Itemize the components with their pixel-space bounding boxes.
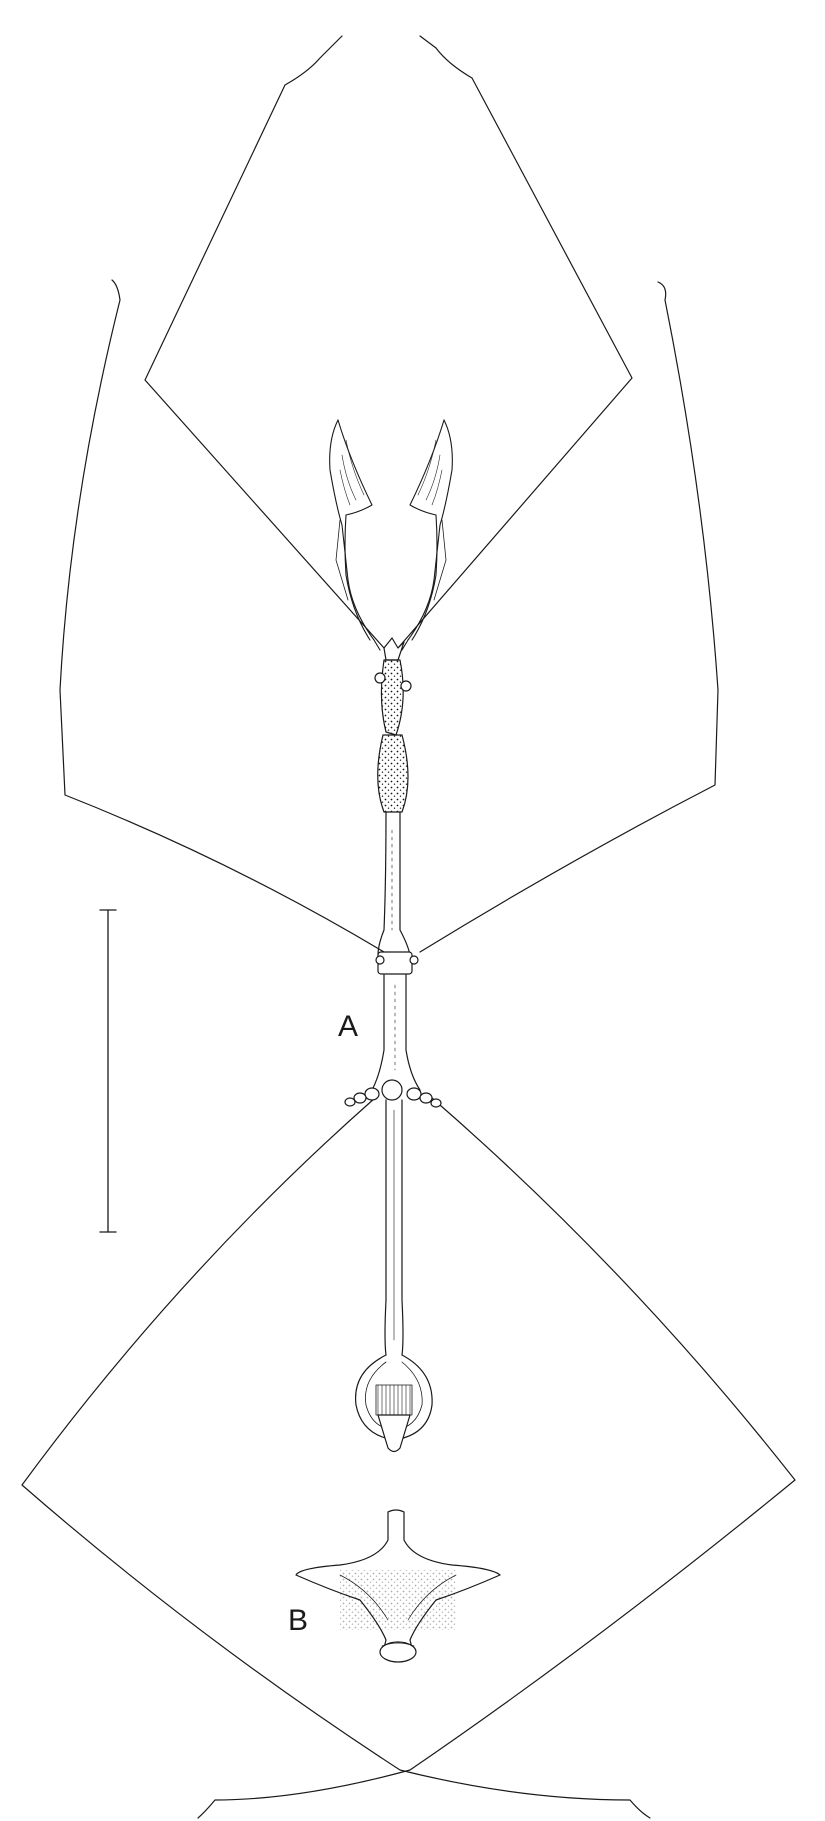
prothorax: [380, 659, 404, 736]
middle-leg-left: [59, 279, 385, 953]
middle-legs: [59, 279, 719, 953]
mesothorax: [377, 734, 409, 813]
head-thorax: [344, 637, 442, 1108]
figure-b-structure: [295, 1509, 501, 1663]
eye-left: [374, 672, 386, 684]
hind-coxae: [344, 1079, 442, 1108]
abdomen-tip: [377, 1414, 411, 1453]
head: [383, 637, 405, 661]
raptorial-forelegs: [329, 419, 453, 651]
eye-right: [400, 680, 412, 692]
abdomen: [354, 1099, 433, 1453]
front-legs: [144, 35, 633, 649]
scale-bar: [99, 909, 117, 1233]
front-leg-left: [144, 35, 385, 649]
hind-leg-right: [197, 1097, 796, 1819]
figure-b-base: [379, 1641, 417, 1663]
hind-leg-left: [21, 1097, 651, 1819]
middle-leg-right: [419, 281, 719, 953]
figure-label-b: B: [288, 1604, 309, 1637]
front-leg-right: [397, 35, 633, 649]
hind-legs: [21, 1097, 796, 1819]
figure-label-a: A: [338, 1010, 359, 1043]
